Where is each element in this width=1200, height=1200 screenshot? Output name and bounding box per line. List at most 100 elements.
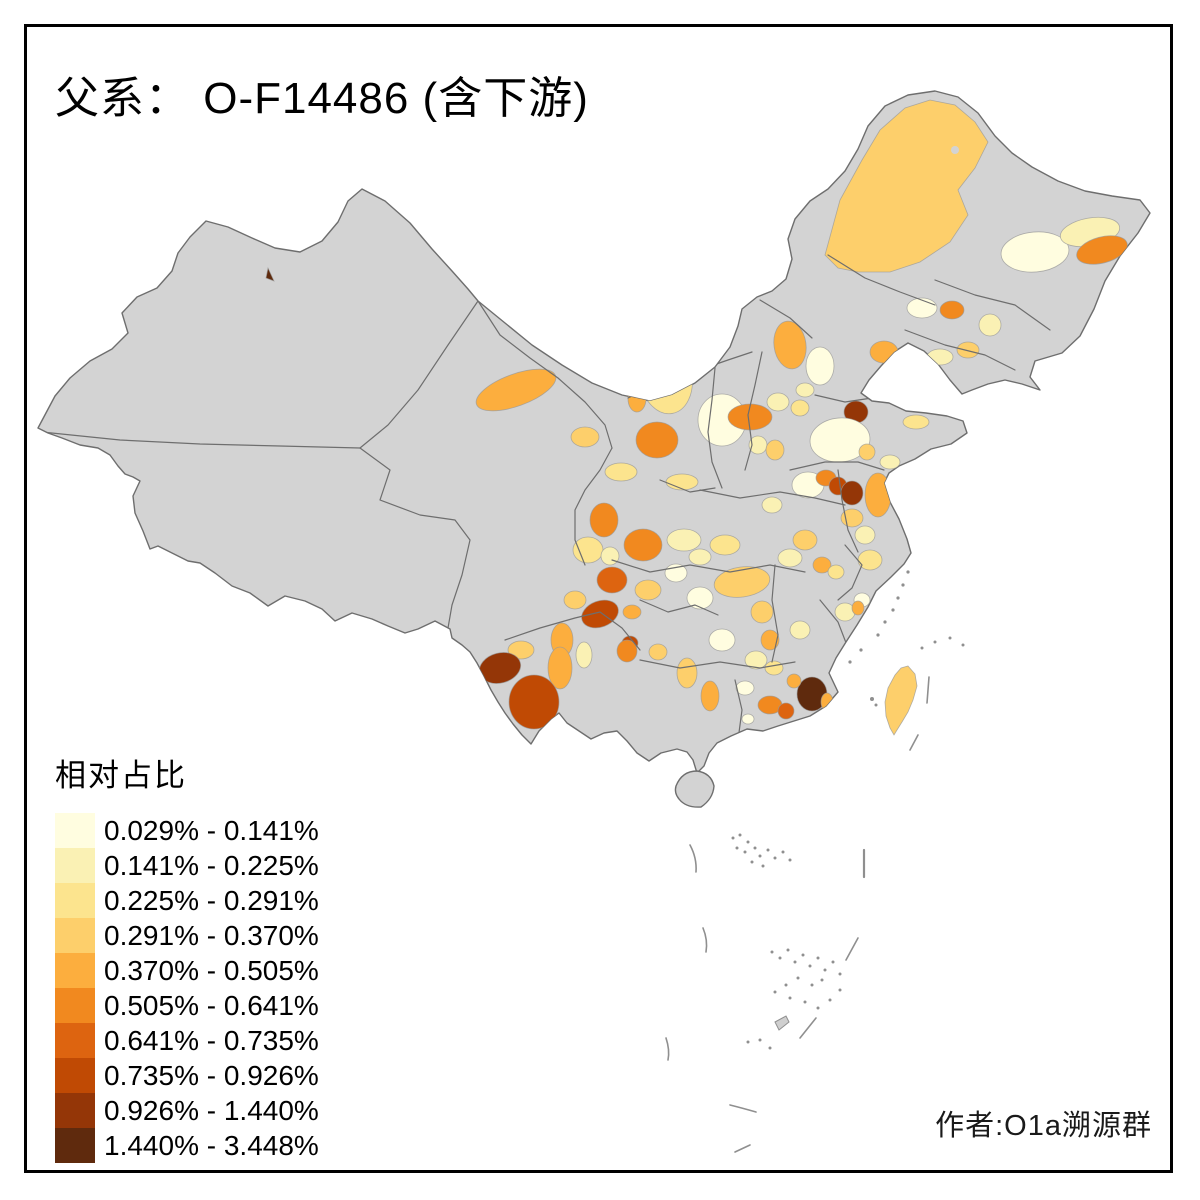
map-region	[581, 599, 619, 629]
map-region	[596, 566, 628, 594]
map-region	[648, 643, 668, 661]
page-title: 父系： O-F14486 (含下游)	[55, 74, 589, 123]
map-region	[686, 586, 714, 610]
map-region	[741, 713, 755, 725]
author-credit: 作者:O1a溯源群	[935, 1110, 1152, 1142]
legend-label: 0.141% - 0.225%	[104, 850, 319, 881]
map-region	[789, 620, 811, 640]
map-region	[713, 566, 771, 598]
legend-label: 0.735% - 0.926%	[104, 1060, 319, 1091]
map-region	[604, 462, 638, 482]
map-region	[978, 313, 1002, 337]
map-region	[840, 480, 864, 506]
map-region	[634, 579, 662, 601]
legend-label: 0.505% - 0.641%	[104, 990, 319, 1021]
map-region	[761, 496, 783, 514]
map-region	[827, 564, 845, 580]
map-region	[792, 529, 818, 551]
map-region	[688, 548, 712, 566]
legend-item: 0.029% - 0.141%	[55, 813, 319, 848]
coastal-islets	[848, 570, 965, 707]
map-region	[765, 439, 785, 461]
legend-label: 0.291% - 0.370%	[104, 920, 319, 951]
map-region	[575, 641, 593, 669]
map-legend: 相对占比 0.029% - 0.141% 0.141% - 0.225% 0.2…	[55, 750, 319, 1163]
legend-item: 0.291% - 0.370%	[55, 918, 319, 953]
map-region	[956, 341, 980, 359]
map-region	[858, 443, 876, 461]
legend-swatch	[55, 1128, 95, 1163]
legend-title: 相对占比	[55, 758, 187, 793]
legend-label: 0.926% - 1.440%	[104, 1095, 319, 1126]
map-region	[623, 528, 663, 562]
map-region	[708, 628, 736, 652]
legend-item: 1.440% - 3.448%	[55, 1128, 319, 1163]
legend-swatch	[55, 848, 95, 883]
taiwan-island	[884, 665, 918, 736]
islet	[774, 1015, 790, 1031]
map-region	[563, 590, 587, 610]
dashed-sea-boundary	[665, 676, 930, 1153]
map-region	[671, 333, 713, 367]
map-region	[869, 340, 899, 364]
map-region	[589, 502, 619, 538]
legend-item: 0.370% - 0.505%	[55, 953, 319, 988]
map-region	[854, 525, 876, 545]
map-region	[939, 300, 965, 320]
hainan-island	[674, 770, 715, 808]
map-region	[622, 604, 642, 620]
map-region	[600, 546, 620, 566]
map-region	[709, 534, 741, 556]
map-region	[766, 392, 790, 412]
map-region	[824, 99, 989, 273]
map-region	[795, 382, 815, 398]
legend-item: 0.926% - 1.440%	[55, 1093, 319, 1128]
map-region	[760, 629, 780, 651]
map-region	[926, 348, 954, 366]
map-region	[777, 702, 795, 720]
legend-label: 0.029% - 0.141%	[104, 815, 319, 846]
legend-item: 0.735% - 0.926%	[55, 1058, 319, 1093]
map-region	[812, 556, 832, 574]
legend-item: 0.505% - 0.641%	[55, 988, 319, 1023]
legend-label: 1.440% - 3.448%	[104, 1130, 319, 1161]
map-region	[951, 146, 959, 154]
province-borders	[41, 254, 1051, 741]
map-region	[805, 346, 835, 386]
map-region	[265, 266, 275, 282]
map-region	[1000, 231, 1070, 273]
legend-swatch	[55, 1023, 95, 1058]
map-region	[735, 680, 755, 696]
map-region	[507, 640, 535, 660]
legend-swatch	[55, 918, 95, 953]
map-region	[879, 454, 901, 470]
legend-label: 0.370% - 0.505%	[104, 955, 319, 986]
map-region	[665, 473, 699, 491]
map-region	[864, 472, 892, 518]
map-region	[906, 297, 938, 319]
legend-swatch	[55, 883, 95, 918]
map-region	[700, 680, 720, 712]
legend-item: 0.141% - 0.225%	[55, 848, 319, 883]
map-region	[508, 674, 560, 730]
legend-swatch	[55, 953, 95, 988]
map-region	[1076, 235, 1128, 265]
map-region	[786, 673, 802, 689]
legend-item: 0.225% - 0.291%	[55, 883, 319, 918]
map-region	[851, 600, 865, 616]
map-region	[773, 320, 807, 370]
map-region	[635, 421, 679, 459]
legend-label: 0.641% - 0.735%	[104, 1025, 319, 1056]
legend-label: 0.225% - 0.291%	[104, 885, 319, 916]
map-region	[750, 600, 774, 624]
map-region	[666, 528, 702, 552]
map-region	[676, 657, 698, 689]
legend-swatch	[55, 1058, 95, 1093]
map-region	[744, 650, 768, 670]
legend-item: 0.641% - 0.735%	[55, 1023, 319, 1058]
map-region	[777, 548, 803, 568]
legend-swatch	[55, 1093, 95, 1128]
legend-swatch	[55, 988, 95, 1023]
